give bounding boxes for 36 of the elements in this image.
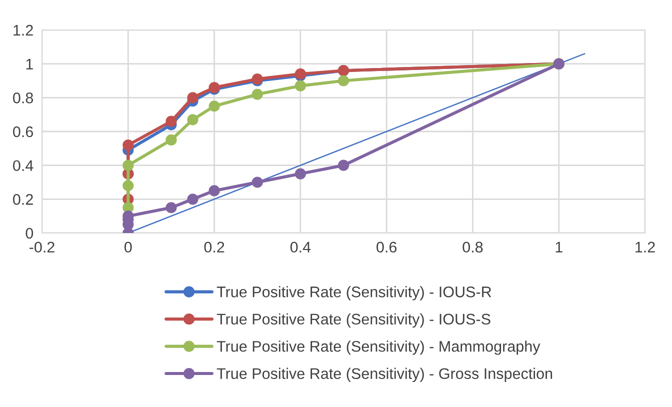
x-tick-label: 1	[556, 242, 562, 252]
point	[122, 139, 134, 151]
x-tick-label: -0.2	[30, 242, 54, 253]
point	[208, 100, 220, 112]
point	[122, 160, 134, 171]
point	[166, 116, 177, 127]
y-tick-label: 0.2	[13, 194, 33, 205]
legend-label: True Positive Rate (Sensitivity) - Mammography	[216, 340, 540, 355]
point	[338, 75, 350, 86]
legend-label: True Positive Rate (Sensitivity) - IOUS-S	[216, 313, 490, 328]
x-tick-label: 1.2	[636, 242, 655, 252]
point	[208, 185, 220, 196]
point	[122, 180, 134, 192]
point	[294, 80, 306, 92]
x-tick-label: 0.8	[462, 242, 483, 253]
point	[187, 194, 198, 205]
point	[294, 168, 306, 180]
y-tick-label: 0.8	[13, 92, 34, 104]
y-tick-label: 0.6	[13, 126, 33, 138]
y-tick-label: 0.4	[13, 160, 34, 172]
point	[252, 88, 263, 100]
x-tick-label: 0.2	[204, 242, 224, 253]
point	[166, 202, 177, 214]
y-tick-label: 1	[26, 58, 33, 70]
point	[166, 134, 177, 146]
y-tick-label: 1.2	[14, 24, 33, 36]
x-tick-label: 0	[124, 242, 132, 253]
legend-label: True Positive Rate (Sensitivity) - IOUS-R	[216, 286, 492, 300]
x-tick-label: 0.4	[290, 242, 311, 253]
point	[187, 92, 198, 104]
y-tick-label: 0	[26, 228, 34, 239]
x-tick-label: 0.6	[376, 242, 397, 253]
point	[252, 176, 263, 188]
point	[187, 114, 198, 126]
point	[338, 160, 350, 171]
legend-label: True Positive Rate (Sensitivity) - Gross Inspection	[216, 368, 552, 382]
